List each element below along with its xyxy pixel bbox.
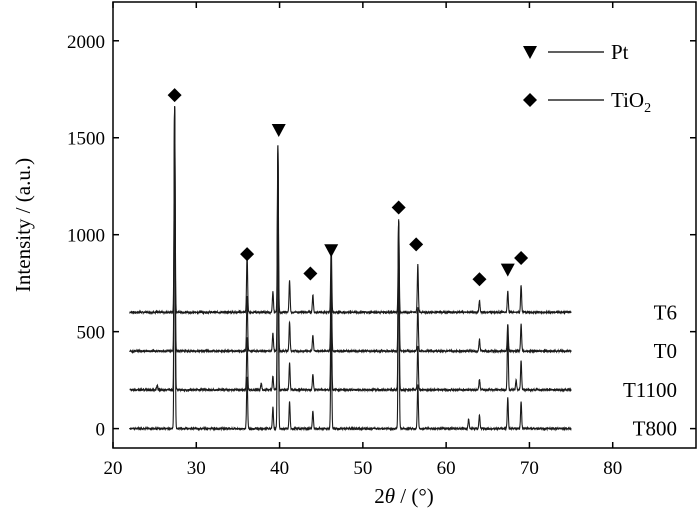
y-axis: 0 500 1000 1500 2000 [67,32,696,441]
y-tick-label: 2000 [67,32,105,53]
x-axis-label-prefix: 2 [374,484,385,508]
legend-label: TiO2 [611,88,651,116]
y-tick-label: 1500 [67,129,105,150]
series-label-t6: T6 [654,300,677,324]
legend: Pt TiO2 [523,40,651,116]
plot-frame [112,1,697,449]
series-label-t800: T800 [633,417,677,441]
x-tick-label: 20 [104,458,123,479]
pt-peak-marker [500,263,515,277]
tio2-peak-marker [391,200,406,215]
series-label-t1100: T1100 [623,378,677,402]
x-axis-label-suffix: / (°) [395,484,434,508]
y-tick-label: 0 [96,420,106,441]
x-tick-label: 60 [437,458,456,479]
series-label-t0: T0 [654,339,677,363]
tio2-peak-marker [240,247,255,262]
y-tick-label: 1000 [67,226,105,247]
tio2-peak-marker [167,88,182,103]
pt-peak-marker [324,244,339,258]
x-axis: 20 30 40 50 60 70 80 [104,2,622,479]
series-line-t0 [129,106,572,354]
legend-triangle-icon [523,46,537,59]
pt-peak-marker [271,123,286,137]
legend-label: Pt [611,40,629,64]
x-tick-label: 70 [520,458,539,479]
y-tick-label: 500 [77,323,106,344]
legend-diamond-icon [523,93,537,107]
tio2-peak-marker [514,250,529,265]
series-group: T6 T0 T1100 T800 [129,106,677,441]
y-axis-label: Intensity / (a.u.) [11,158,35,292]
tio2-peak-marker [409,237,424,252]
x-tick-label: 80 [603,458,622,479]
peak-markers [167,88,529,287]
tio2-peak-marker [303,266,318,281]
x-tick-label: 30 [187,458,206,479]
x-tick-label: 40 [270,458,289,479]
tio2-peak-marker [472,272,487,287]
series-line-t800 [129,108,572,432]
x-axis-label-symbol: θ [385,484,395,508]
series-line-t6 [129,106,572,316]
x-axis-label: 2θ / (°) [374,484,434,508]
x-tick-label: 50 [353,458,372,479]
series-line-t1100 [129,106,572,393]
